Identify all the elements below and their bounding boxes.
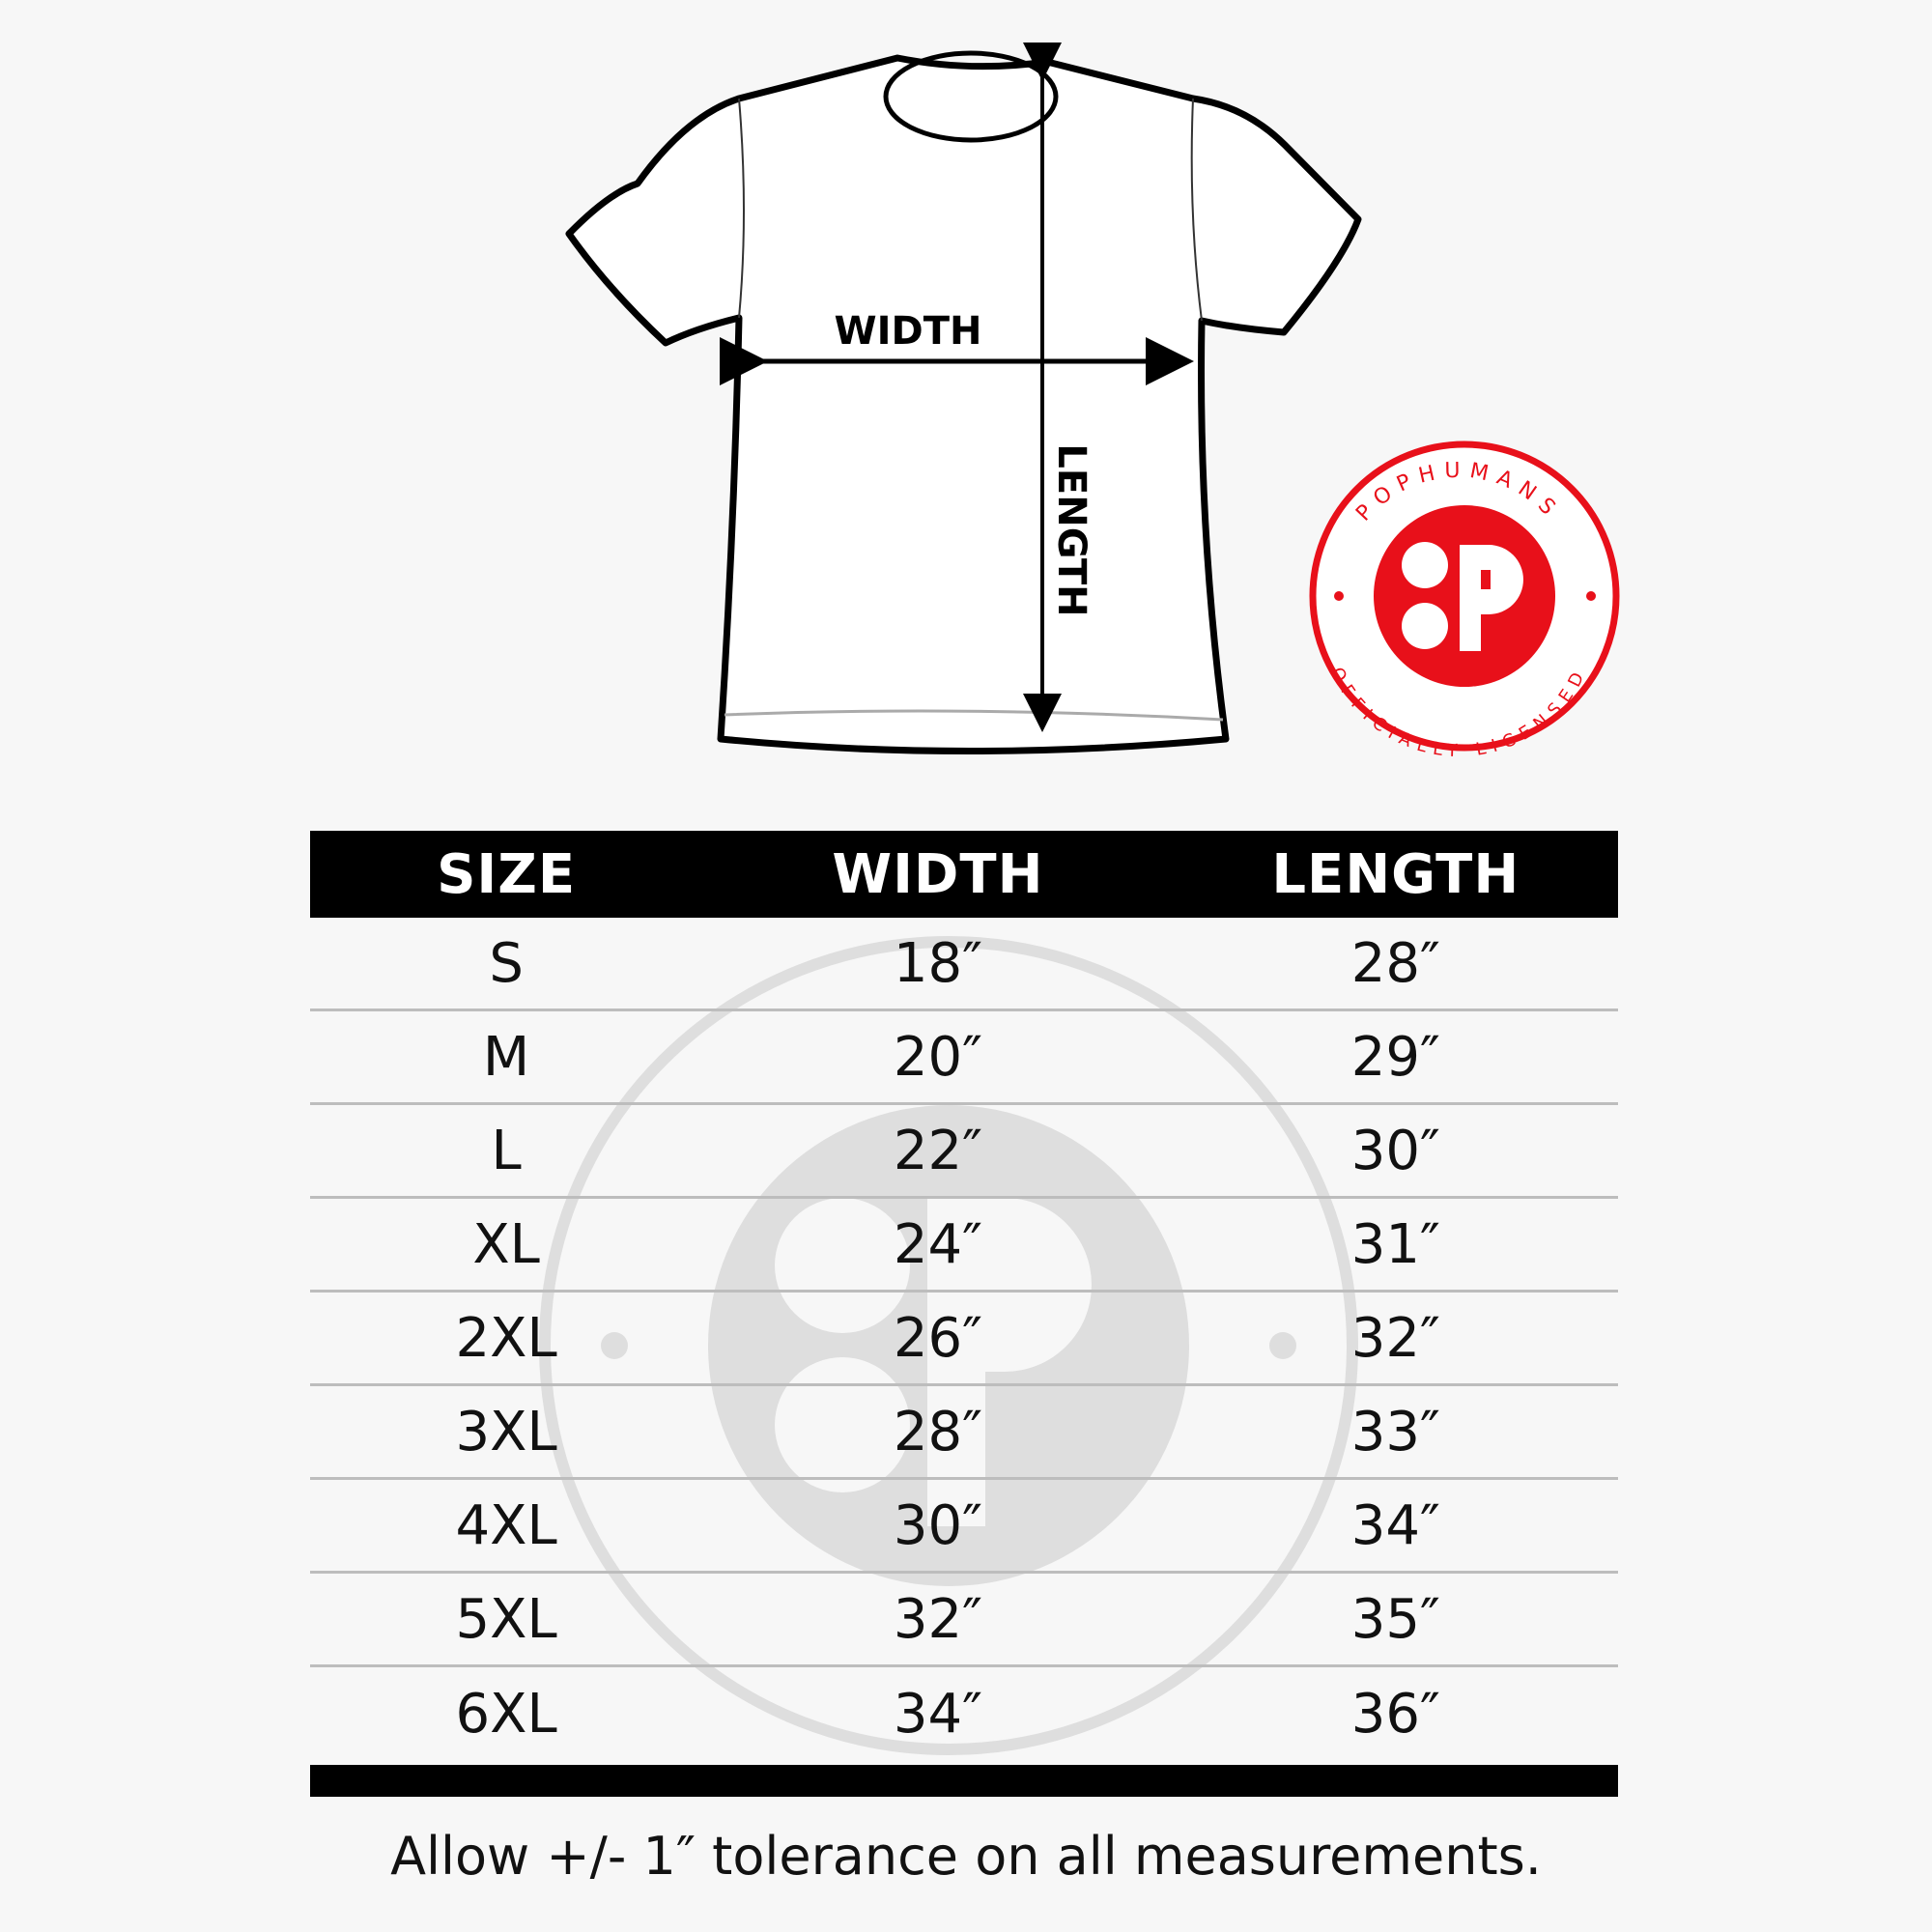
pophumans-logo: POPHUMANS OFFICIALLY LICENSED [1309, 440, 1620, 761]
size-cell: 3XL [455, 1400, 557, 1463]
tshirt-diagram: WIDTH LENGTH [565, 43, 1362, 754]
tshirt-outline [565, 54, 1362, 754]
length-cell: 28″ [1350, 931, 1440, 995]
length-label: LENGTH [1049, 443, 1094, 616]
size-cell: L [491, 1119, 522, 1182]
table-row: 3XL 28″ 33″ [310, 1386, 1618, 1480]
header-size: SIZE [437, 842, 577, 906]
size-cell: 2XL [455, 1306, 557, 1370]
table-row: L 22″ 30″ [310, 1105, 1618, 1199]
width-cell: 32″ [893, 1587, 982, 1651]
length-cell: 36″ [1350, 1683, 1440, 1746]
width-cell: 30″ [893, 1493, 982, 1557]
width-cell: 26″ [893, 1306, 982, 1370]
width-cell: 18″ [893, 931, 982, 995]
table-row: XL 24″ 31″ [310, 1199, 1618, 1293]
table-row: M 20″ 29″ [310, 1011, 1618, 1105]
size-cell: S [489, 931, 524, 995]
width-cell: 28″ [893, 1400, 982, 1463]
size-chart-table: SIZE WIDTH LENGTH S 18″ 28″ M 20″ 29″ L 22″ 30″ X… [310, 831, 1618, 1797]
width-cell: 22″ [893, 1119, 982, 1182]
length-cell: 31″ [1350, 1212, 1440, 1276]
length-cell: 35″ [1350, 1587, 1440, 1651]
tolerance-note: Allow +/- 1″ tolerance on all measuremen… [390, 1826, 1542, 1887]
width-cell: 24″ [893, 1212, 982, 1276]
length-cell: 34″ [1350, 1493, 1440, 1557]
header-width: WIDTH [832, 842, 1044, 906]
size-cell: 6XL [455, 1683, 557, 1746]
width-cell: 34″ [893, 1683, 982, 1746]
length-cell: 29″ [1350, 1025, 1440, 1089]
table-body: S 18″ 28″ M 20″ 29″ L 22″ 30″ XL 24″ 31″ 2XL 26″ 32″ 3X… [310, 918, 1618, 1761]
width-cell: 20″ [893, 1025, 982, 1089]
table-header: SIZE WIDTH LENGTH [310, 831, 1618, 918]
table-row: S 18″ 28″ [310, 918, 1618, 1011]
table-row: 2XL 26″ 32″ [310, 1293, 1618, 1386]
width-label: WIDTH [835, 309, 982, 354]
length-cell: 33″ [1350, 1400, 1440, 1463]
length-cell: 32″ [1350, 1306, 1440, 1370]
size-cell: M [482, 1025, 530, 1089]
size-cell: 5XL [455, 1587, 557, 1651]
table-row: 6XL 34″ 36″ [310, 1667, 1618, 1761]
size-cell: XL [472, 1212, 540, 1276]
table-bottom-bar [310, 1765, 1618, 1797]
length-cell: 30″ [1350, 1119, 1440, 1182]
table-row: 4XL 30″ 34″ [310, 1480, 1618, 1574]
table-row: 5XL 32″ 35″ [310, 1574, 1618, 1667]
size-cell: 4XL [455, 1493, 557, 1557]
header-length: LENGTH [1271, 842, 1520, 906]
